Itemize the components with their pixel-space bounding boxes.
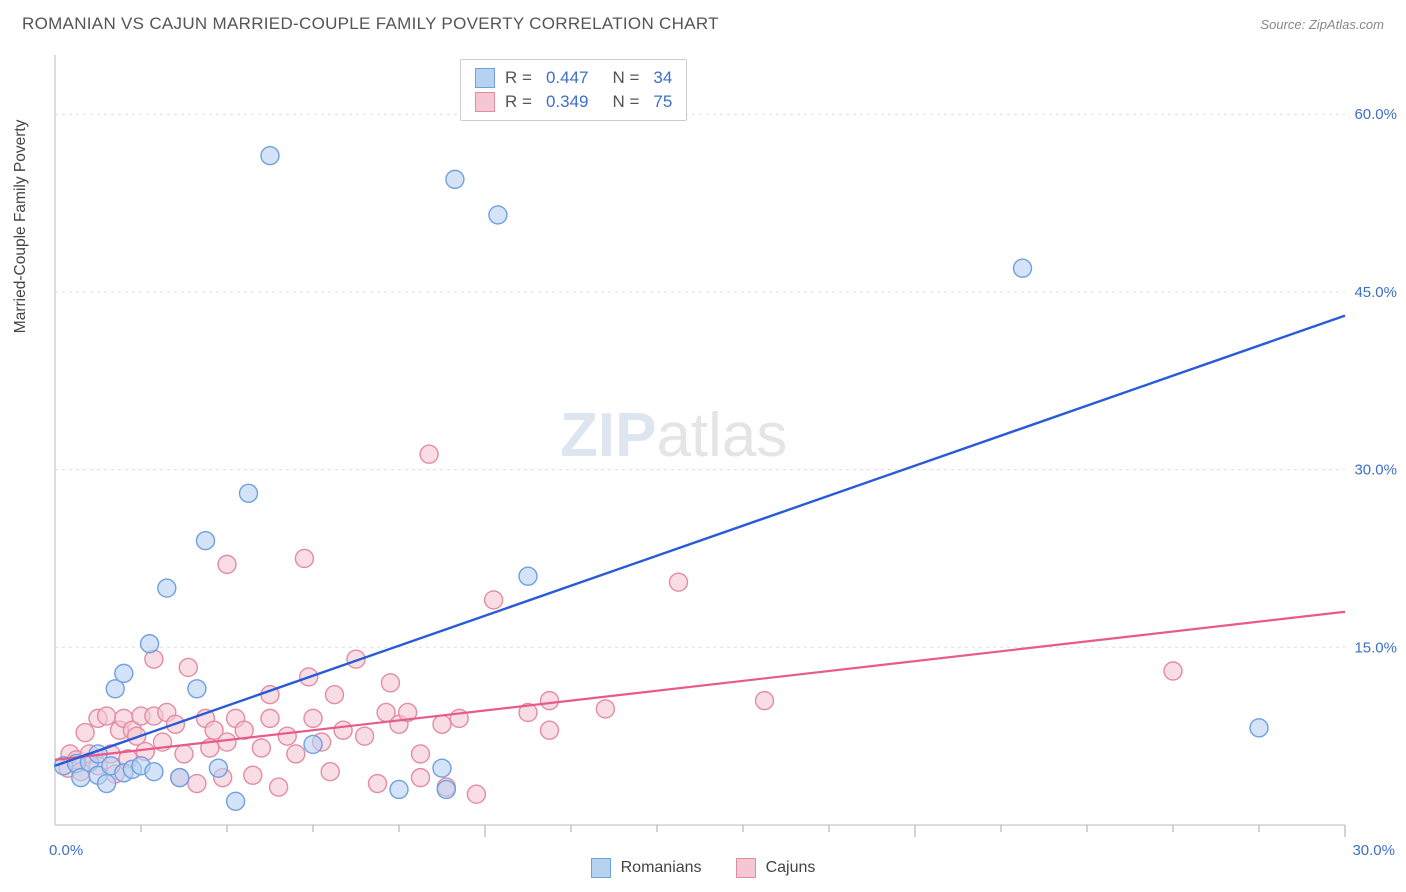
swatch-romanians-icon (475, 68, 495, 88)
svg-text:45.0%: 45.0% (1354, 284, 1397, 301)
series-legend: Romanians Cajuns (0, 858, 1406, 878)
n-value-cajuns: 75 (653, 92, 672, 112)
series-label-cajuns: Cajuns (766, 859, 816, 877)
stats-legend-row-cajuns: R = 0.349 N = 75 (475, 90, 672, 114)
svg-text:30.0%: 30.0% (1354, 462, 1397, 479)
n-value-romanians: 34 (653, 68, 672, 88)
r-label: R = (505, 68, 532, 88)
n-label: N = (612, 92, 639, 112)
series-legend-cajuns: Cajuns (736, 858, 816, 878)
swatch-cajuns-icon (475, 92, 495, 112)
swatch-romanians-icon (591, 858, 611, 878)
series-legend-romanians: Romanians (591, 858, 702, 878)
r-label: R = (505, 92, 532, 112)
svg-text:60.0%: 60.0% (1354, 106, 1397, 123)
svg-text:0.0%: 0.0% (49, 842, 83, 859)
n-label: N = (612, 68, 639, 88)
r-value-romanians: 0.447 (546, 68, 589, 88)
series-label-romanians: Romanians (621, 859, 702, 877)
correlation-chart: 15.0% 30.0% 45.0% 60.0% 0.0% 30.0% (0, 0, 1406, 892)
swatch-cajuns-icon (736, 858, 756, 878)
svg-text:15.0%: 15.0% (1354, 639, 1397, 656)
r-value-cajuns: 0.349 (546, 92, 589, 112)
svg-text:30.0%: 30.0% (1352, 842, 1395, 859)
stats-legend: R = 0.447 N = 34 R = 0.349 N = 75 (460, 59, 687, 121)
stats-legend-row-romanians: R = 0.447 N = 34 (475, 66, 672, 90)
